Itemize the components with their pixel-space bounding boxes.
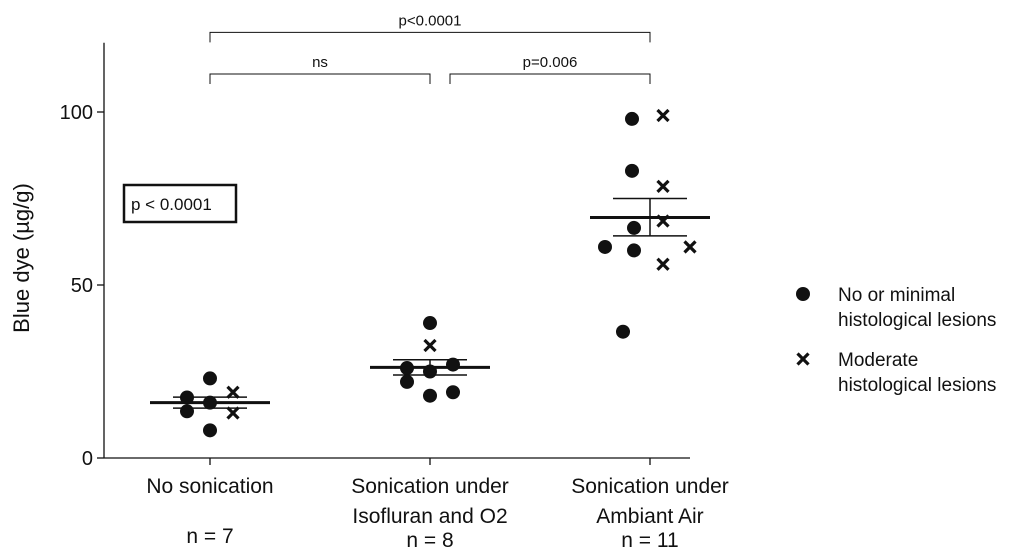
y-axis-label: Blue dye (µg/g) [9, 183, 34, 333]
axes: 0 50 100 No sonication n = 7 Sonication under… [60, 42, 729, 552]
y-tick-label: 0 [82, 448, 93, 470]
cross-stroke [226, 406, 240, 420]
legend-label: histological lesions [838, 375, 996, 396]
legend-label: Moderate [838, 350, 918, 371]
point-moderate-lesions [656, 108, 670, 123]
comparison-label: p<0.0001 [399, 12, 462, 29]
point-moderate-lesions [683, 240, 697, 254]
cross-stroke [423, 338, 437, 353]
point-minimal-lesions [625, 163, 639, 178]
point-minimal-lesions [625, 111, 639, 126]
cross-stroke [656, 214, 670, 228]
data-points [180, 108, 697, 438]
point-minimal-lesions [180, 404, 194, 419]
point-minimal-lesions [423, 364, 437, 379]
legend-marker [796, 352, 810, 366]
sample-size-label: n = 11 [621, 529, 678, 552]
legend: No or minimal histological lesions Moderat… [796, 285, 996, 396]
point-minimal-lesions [400, 361, 414, 376]
y-tick-label: 100 [60, 102, 93, 124]
sample-size-label: n = 7 [186, 525, 233, 548]
comparison-label: ns [312, 54, 328, 71]
cross-stroke [656, 179, 670, 194]
x-category-label: Ambiant Air [596, 505, 703, 528]
sample-size-label: n = 8 [406, 529, 453, 552]
point-moderate-lesions [226, 385, 240, 399]
point-minimal-lesions [598, 239, 612, 254]
point-minimal-lesions [446, 385, 460, 400]
cross-stroke [656, 257, 670, 271]
annotation-frame [122, 183, 238, 224]
point-moderate-lesions [423, 338, 437, 353]
x-category-label: Sonication under [571, 475, 729, 498]
y-tick-label: 50 [71, 275, 93, 297]
x-category-label: No sonication [146, 475, 273, 498]
point-minimal-lesions [616, 324, 630, 339]
comparison-label: p=0.006 [523, 54, 578, 71]
x-category-label: Isofluran and O2 [352, 505, 507, 528]
annotation-text: p < 0.0001 [131, 195, 212, 214]
legend-marker [796, 287, 810, 301]
cross-stroke [656, 108, 670, 123]
point-minimal-lesions [423, 388, 437, 403]
point-minimal-lesions [180, 390, 194, 405]
point-minimal-lesions [203, 423, 217, 438]
point-minimal-lesions [446, 357, 460, 372]
legend-label: No or minimal [838, 285, 955, 306]
cross-stroke [683, 240, 697, 254]
point-moderate-lesions [656, 214, 670, 228]
x-category-label: Sonication under [351, 475, 509, 498]
comparison-brackets: p<0.0001 ns p=0.006 [209, 12, 651, 84]
comparison-bracket [209, 31, 651, 43]
point-moderate-lesions [226, 406, 240, 420]
legend-label: histological lesions [838, 310, 996, 331]
point-moderate-lesions [656, 179, 670, 194]
point-moderate-lesions [656, 257, 670, 271]
comparison-bracket [449, 73, 651, 84]
point-minimal-lesions [627, 243, 641, 258]
point-minimal-lesions [203, 371, 217, 386]
point-minimal-lesions [400, 374, 414, 389]
point-minimal-lesions [627, 220, 641, 235]
point-minimal-lesions [203, 395, 217, 410]
comparison-bracket [209, 73, 431, 84]
annotation-box: p < 0.0001 [122, 183, 238, 224]
cross-stroke [796, 352, 810, 366]
point-minimal-lesions [423, 316, 437, 331]
cross-stroke [226, 385, 240, 399]
